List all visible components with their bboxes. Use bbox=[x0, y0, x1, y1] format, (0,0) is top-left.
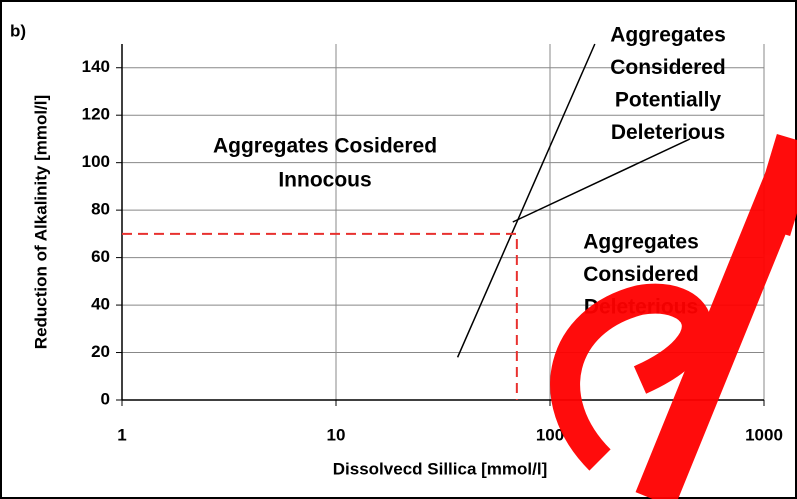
watermark-stroke bbox=[550, 283, 712, 471]
line bbox=[456, 43, 596, 358]
watermark-stroke bbox=[635, 172, 797, 499]
y-tick-label: 20 bbox=[91, 342, 110, 361]
x-tick-label: 1000 bbox=[745, 425, 783, 444]
x-tick-label: 1 bbox=[117, 425, 126, 444]
panel-label: b) bbox=[10, 21, 26, 40]
plot-area bbox=[122, 44, 764, 400]
x-axis-label: Dissolvecd Sillica [mmol/l] bbox=[333, 459, 547, 478]
annotation: Innocous bbox=[278, 169, 371, 192]
y-tick-label: 80 bbox=[91, 200, 110, 219]
y-axis-label: Reduction of Alkalinity [mmol/l] bbox=[31, 95, 50, 349]
watermark bbox=[550, 133, 797, 499]
annotation: Potentially bbox=[615, 89, 722, 112]
line bbox=[122, 232, 518, 400]
annotation: Deleterious bbox=[611, 121, 725, 144]
y-tick-label: 0 bbox=[101, 389, 110, 408]
annotation: Aggregates bbox=[583, 231, 699, 254]
x-tick-label: 100 bbox=[536, 425, 564, 444]
annotation: Considered bbox=[583, 263, 699, 286]
x-tick-label: 10 bbox=[327, 425, 346, 444]
annotation: Aggregates bbox=[610, 24, 726, 47]
y-tick-label: 40 bbox=[91, 295, 110, 314]
watermark-stroke bbox=[749, 133, 797, 237]
annotation: Considered bbox=[610, 56, 726, 79]
y-tick-label: 140 bbox=[82, 57, 110, 76]
y-tick-label: 100 bbox=[82, 152, 110, 171]
y-tick-label: 120 bbox=[82, 105, 110, 124]
annotation: Aggregates Cosidered bbox=[213, 135, 437, 158]
line bbox=[512, 138, 691, 223]
y-tick-label: 60 bbox=[91, 247, 110, 266]
